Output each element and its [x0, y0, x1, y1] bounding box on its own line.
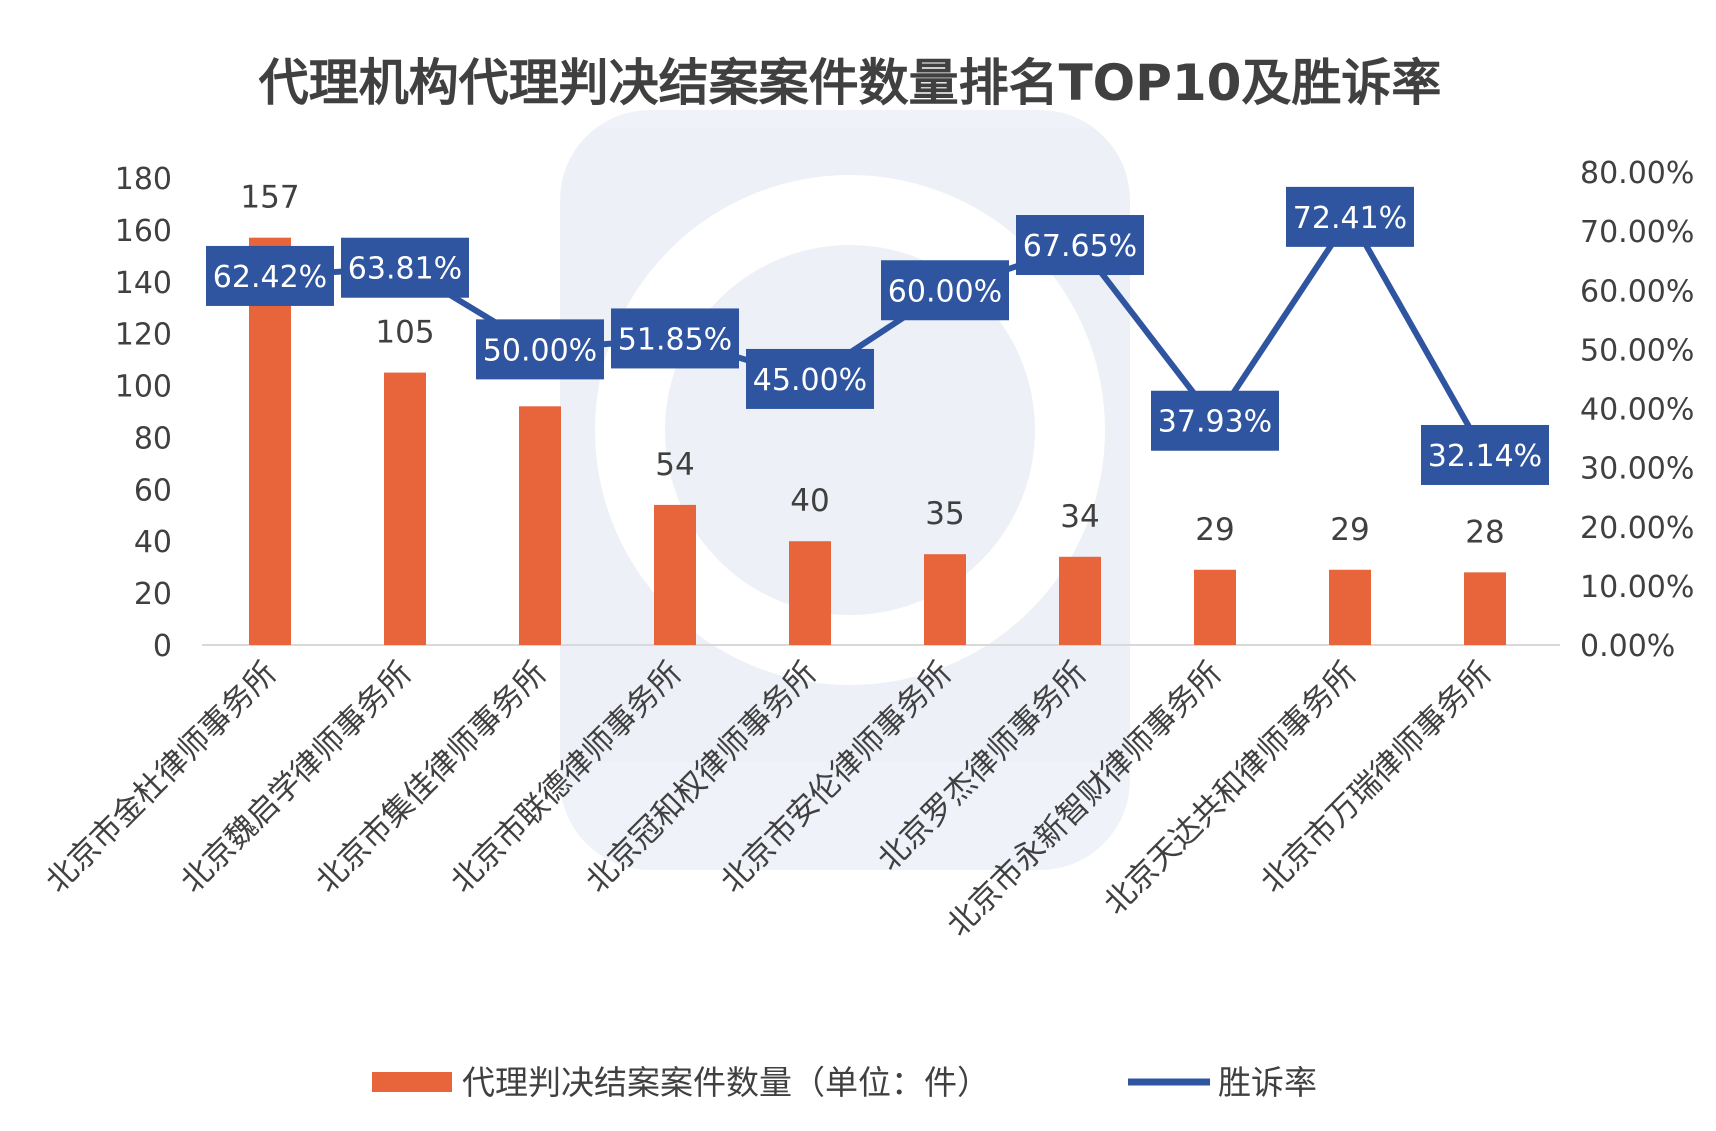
rate-label-text: 62.42%	[213, 260, 327, 295]
rate-label-box	[611, 308, 739, 369]
rate-label-box	[476, 319, 604, 380]
bar-value-label: 40	[790, 483, 829, 519]
rate-label-text: 37.93%	[1158, 405, 1272, 440]
rate-label: 67.65%	[1016, 215, 1144, 276]
right-tick-label: 70.00%	[1580, 215, 1694, 250]
legend-label-count: 代理判决结案案件数量（单位：件）	[462, 1063, 990, 1102]
rate-label-text: 45.00%	[753, 363, 867, 398]
left-tick-label: 180	[115, 162, 172, 197]
bar-value-label: 35	[925, 496, 964, 532]
right-tick-label: 40.00%	[1580, 393, 1694, 428]
bar-value-label: 54	[655, 447, 694, 483]
bar-value-label: 29	[1195, 512, 1234, 548]
rate-label-box	[341, 237, 469, 298]
left-tick-label: 60	[134, 473, 172, 508]
bar	[1329, 569, 1371, 645]
rate-label-text: 32.14%	[1428, 439, 1542, 474]
bar	[1464, 572, 1506, 645]
rate-label-box	[1286, 186, 1414, 247]
rate-label: 60.00%	[881, 260, 1009, 321]
rate-label-text: 60.00%	[888, 274, 1002, 309]
rate-label-text: 50.00%	[483, 333, 597, 368]
rate-label-box	[1421, 424, 1549, 485]
rate-label: 50.00%	[476, 319, 604, 380]
rate-label: 62.42%	[206, 245, 334, 306]
rate-label-box	[1151, 390, 1279, 451]
legend: 代理判决结案案件数量（单位：件） 胜诉率	[372, 1063, 1317, 1102]
left-tick-label: 0	[153, 629, 172, 664]
right-tick-label: 20.00%	[1580, 511, 1694, 546]
rate-labels: 62.42% 63.81% 50.00% 51.85% 45.00% 60.00% 67.6…	[206, 186, 1549, 485]
right-tick-label: 80.00%	[1580, 156, 1694, 191]
legend-swatch-count	[372, 1072, 452, 1092]
right-tick-label: 50.00%	[1580, 333, 1694, 368]
bar	[384, 372, 426, 645]
left-tick-label: 40	[134, 525, 172, 560]
right-tick-label: 30.00%	[1580, 452, 1694, 487]
rate-label-text: 63.81%	[348, 252, 462, 287]
left-tick-label: 140	[115, 266, 172, 301]
left-axis: 0 20 40 60 80 100 120 140 160 180	[115, 162, 172, 664]
left-tick-label: 120	[115, 318, 172, 353]
bar	[519, 406, 561, 645]
right-axis: 0.00% 10.00% 20.00% 30.00% 40.00% 50.00% 60.00…	[1580, 156, 1694, 664]
bar	[1059, 556, 1101, 645]
bar	[654, 504, 696, 645]
bar	[1194, 569, 1236, 645]
rate-label-box	[881, 260, 1009, 321]
category-label: 北京天达共和律师事务所	[1097, 655, 1364, 922]
left-tick-label: 160	[115, 214, 172, 249]
category-label: 北京市万瑞律师事务所	[1254, 655, 1499, 900]
left-tick-label: 80	[134, 421, 172, 456]
bar	[789, 541, 831, 645]
bar-value-label: 157	[240, 180, 299, 216]
rate-label-text: 72.41%	[1293, 201, 1407, 236]
rate-label: 45.00%	[746, 348, 874, 409]
left-tick-label: 100	[115, 370, 172, 405]
rate-label-box	[1016, 215, 1144, 276]
legend-label-rate: 胜诉率	[1218, 1063, 1317, 1102]
bar	[924, 554, 966, 645]
rate-label: 32.14%	[1421, 424, 1549, 485]
category-label: 北京魏启学律师事务所	[174, 655, 419, 900]
rate-label-text: 67.65%	[1023, 229, 1137, 264]
rate-label: 51.85%	[611, 308, 739, 369]
bar-value-label: 29	[1330, 512, 1369, 548]
rate-label-box	[206, 245, 334, 306]
bar-value-label: 105	[375, 315, 434, 351]
bar-value-label: 28	[1465, 514, 1504, 550]
rate-label: 63.81%	[341, 237, 469, 298]
bar-value-label: 34	[1060, 499, 1099, 535]
chart-title: 代理机构代理判决结案案件数量排名TOP10及胜诉率	[258, 54, 1442, 112]
rate-label: 37.93%	[1151, 390, 1279, 451]
right-tick-label: 60.00%	[1580, 274, 1694, 309]
right-tick-label: 0.00%	[1580, 629, 1675, 664]
rate-label-box	[746, 348, 874, 409]
category-label: 北京市集佳律师事务所	[309, 655, 554, 900]
rate-label: 72.41%	[1286, 186, 1414, 247]
rate-label-text: 51.85%	[618, 322, 732, 357]
left-tick-label: 20	[134, 577, 172, 612]
rate-line	[269, 213, 1488, 457]
category-label: 北京市金杜律师事务所	[39, 655, 284, 900]
right-tick-label: 10.00%	[1580, 570, 1694, 605]
